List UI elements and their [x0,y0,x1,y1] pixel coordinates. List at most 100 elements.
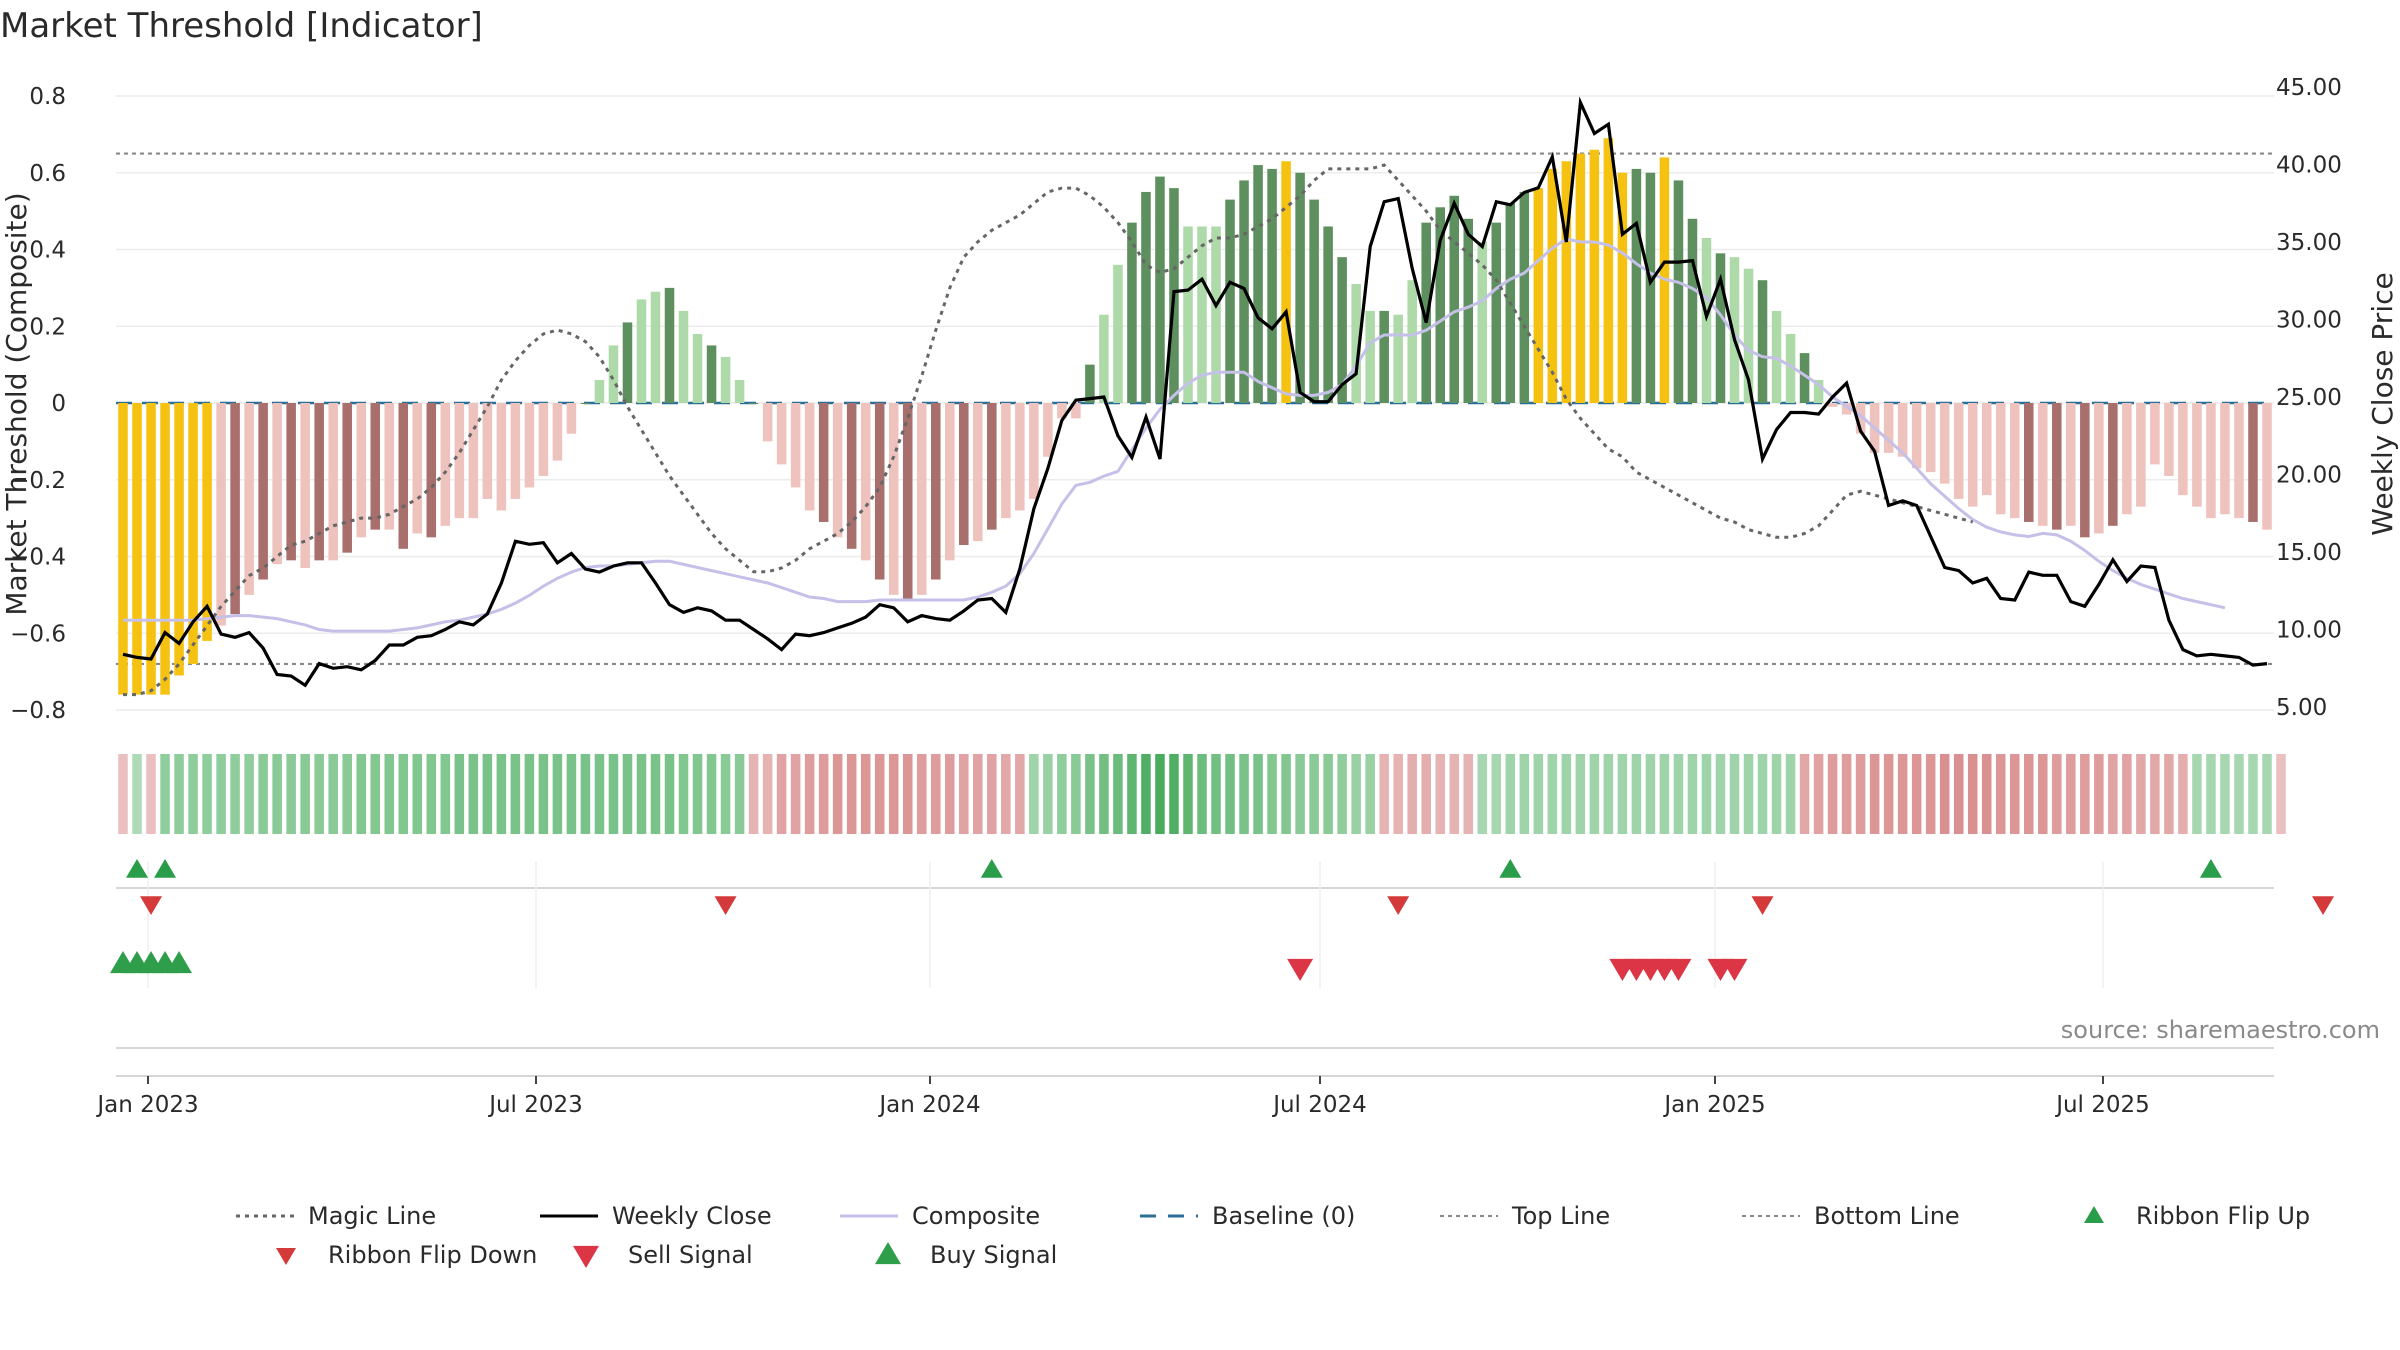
ribbon-cell [1561,754,1572,834]
composite-bar [132,403,142,695]
ribbon-cell [1771,754,1782,834]
composite-bar [664,287,675,403]
y-tick-label: 0.8 [29,84,66,110]
ribbon-flip-up-marker [154,859,177,878]
composite-bar [552,403,563,461]
composite-bar [2192,403,2202,507]
legend-label: Baseline (0) [1212,1202,1355,1230]
ribbon-cell [594,754,605,834]
composite-bar [1645,172,1656,403]
composite-bar [580,403,591,404]
composite-bar [832,403,843,538]
composite-bar [272,403,282,565]
ribbon-cell [1141,754,1151,834]
ribbon-cell [1253,754,1263,834]
composite-bar [1393,314,1403,403]
composite-bar [1967,403,1978,507]
composite-bar [342,403,352,553]
composite-bar [1897,403,1908,457]
ribbon-cell [174,754,184,834]
legend-item: Weekly Close [540,1202,772,1230]
composite-bar [1421,222,1431,403]
y-tick-label: −0.2 [10,468,66,494]
y-tick-label: 0 [51,391,66,417]
ribbon-flip-down-marker [2312,896,2335,915]
ribbon-cell [1631,754,1642,834]
composite-bar [2220,403,2230,515]
composite-bar [1981,403,1992,496]
ribbon-cell [692,754,703,834]
ribbon-cell [1519,754,1530,834]
ribbon-cell [1743,754,1754,834]
composite-bar [440,403,451,526]
ribbon-cell [118,754,128,834]
composite-bar [426,403,437,538]
composite-bar [1813,379,1824,403]
ribbon-cell [1687,754,1698,834]
composite-bar [1057,403,1067,419]
ribbon-cell [2094,754,2104,834]
legend-item: Composite [840,1202,1040,1230]
ribbon-cell [1491,754,1502,834]
ribbon-cell [1813,754,1824,834]
ribbon-cell [1911,754,1922,834]
composite-bar [2206,403,2216,519]
composite-bar [1071,403,1081,419]
ribbon-cell [2052,754,2062,834]
composite-bar [1197,226,1207,403]
ribbon-cell [1925,754,1936,834]
composite-bar [762,403,773,442]
composite-bar [860,403,871,561]
ribbon-cell [1575,754,1586,834]
composite-bar [1407,280,1417,403]
legend-label: Magic Line [308,1202,436,1230]
ribbon-cell [1589,754,1600,834]
composite-bar [2024,403,2034,522]
composite-bar [1827,403,1838,407]
ribbon-cell [482,754,493,834]
composite-bar [888,403,899,595]
composite-bar [2038,403,2048,526]
ribbon-cell [524,754,535,834]
ribbon-cell [538,754,549,834]
composite-bar [706,345,717,403]
composite-bar [1911,403,1922,469]
composite-bar [160,403,170,695]
composite-bar [482,403,493,499]
composite-bar [524,403,535,488]
composite-bar [1519,191,1530,403]
sell-signal-marker [1287,958,1314,981]
composite-bar [1589,149,1600,403]
ribbon-cell [454,754,465,834]
ribbon-cell [1967,754,1978,834]
composite-bar [1379,310,1389,403]
ribbon-cell [776,754,787,834]
y2-tick-label: 35.00 [2276,230,2342,256]
y2-tick-label: 25.00 [2276,385,2342,411]
ribbon-cell [2136,754,2146,834]
composite-bars [118,138,2272,695]
ribbon-cell [874,754,885,834]
composite-bar [2262,403,2272,530]
composite-bar [973,403,983,542]
ribbon-cell [1673,754,1684,834]
ribbon-cell [2080,754,2090,834]
ribbon-cell [608,754,619,834]
y2-tick-label: 30.00 [2276,308,2342,334]
ribbon-cell [328,754,338,834]
composite-bar [468,403,479,519]
composite-bar [1225,199,1235,403]
ribbon-cell [748,754,759,834]
composite-bar [1127,222,1137,403]
composite-bar [2136,403,2146,507]
ribbon-cell [1267,754,1277,834]
composite-bar [1029,403,1039,499]
ribbon-cell [888,754,899,834]
ribbon-cell [1855,754,1866,834]
ribbon-cell [1841,754,1852,834]
ribbon-cell [664,754,675,834]
ribbon-cell [1449,754,1460,834]
ribbon-cell [2024,754,2034,834]
composite-bar [118,403,128,695]
